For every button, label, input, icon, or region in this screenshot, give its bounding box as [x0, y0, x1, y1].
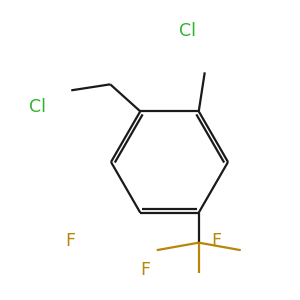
Text: F: F — [140, 261, 151, 279]
Text: Cl: Cl — [28, 98, 46, 116]
Text: F: F — [211, 232, 221, 250]
Text: Cl: Cl — [178, 22, 196, 40]
Text: F: F — [65, 232, 76, 250]
